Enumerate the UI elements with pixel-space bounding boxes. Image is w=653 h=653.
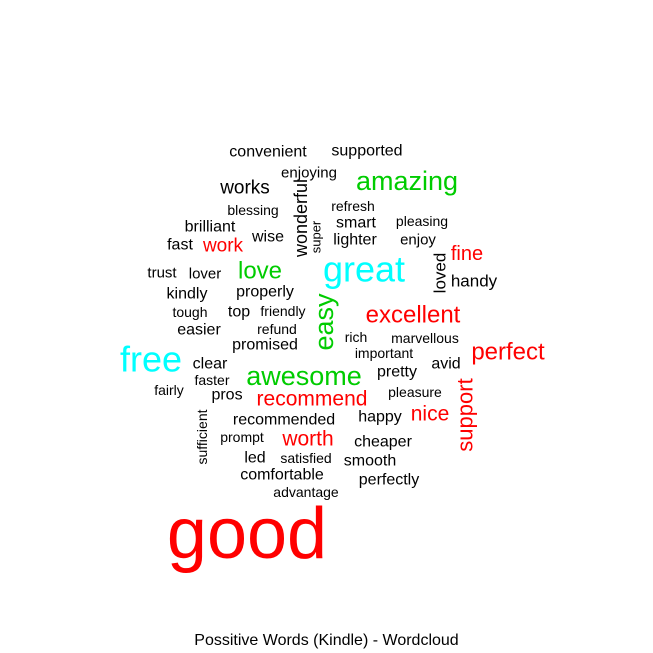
word-love: love	[238, 258, 282, 285]
word-trust: trust	[147, 265, 177, 282]
word-worth: worth	[281, 428, 333, 451]
word-refresh: refresh	[331, 198, 375, 214]
word-awesome: awesome	[246, 361, 362, 391]
word-amazing: amazing	[356, 166, 458, 196]
word-important: important	[355, 345, 413, 361]
word-sufficient: sufficient	[194, 409, 210, 464]
word-satisfied: satisfied	[280, 450, 331, 466]
word-smooth: smooth	[344, 453, 396, 470]
word-easy: easy	[309, 293, 339, 351]
word-excellent: excellent	[366, 302, 461, 329]
word-promised: promised	[232, 337, 298, 354]
word-works: works	[219, 178, 270, 199]
word-led: led	[244, 450, 265, 467]
word-properly: properly	[236, 284, 294, 301]
word-fairly: fairly	[154, 382, 184, 398]
word-enjoying: enjoying	[281, 165, 337, 182]
word-cheaper: cheaper	[354, 434, 412, 451]
word-super: super	[309, 220, 324, 253]
word-easier: easier	[177, 322, 221, 339]
word-supported: supported	[331, 143, 402, 160]
word-blessing: blessing	[227, 202, 278, 218]
word-happy: happy	[358, 409, 402, 426]
word-perfect: perfect	[471, 339, 545, 366]
word-avid: avid	[431, 356, 460, 373]
word-advantage: advantage	[273, 484, 339, 500]
word-pleasure: pleasure	[388, 384, 442, 400]
word-free: free	[120, 339, 182, 380]
word-faster: faster	[194, 372, 229, 388]
word-great: great	[323, 249, 405, 290]
word-rich: rich	[345, 329, 368, 345]
word-wonderful: wonderful	[291, 179, 311, 258]
word-loved: loved	[431, 253, 450, 294]
word-pros: pros	[211, 387, 242, 404]
word-good: good	[167, 494, 327, 574]
word-support: support	[453, 378, 478, 451]
word-smart: smart	[336, 215, 377, 232]
word-marvellous: marvellous	[391, 330, 459, 346]
word-work: work	[202, 236, 244, 257]
word-handy: handy	[451, 272, 498, 291]
word-tough: tough	[172, 304, 207, 320]
word-nice: nice	[411, 403, 450, 426]
word-fast: fast	[167, 237, 193, 254]
word-enjoy: enjoy	[400, 232, 436, 249]
word-fine: fine	[451, 243, 483, 265]
chart-title: Possitive Words (Kindle) - Wordcloud	[194, 632, 459, 649]
word-friendly: friendly	[260, 303, 305, 319]
word-recommend: recommend	[257, 388, 368, 411]
word-convenient: convenient	[229, 144, 307, 161]
word-kindly: kindly	[167, 286, 208, 303]
word-top: top	[228, 304, 250, 321]
word-clear: clear	[193, 356, 228, 373]
word-lover: lover	[189, 266, 222, 283]
word-pretty: pretty	[377, 364, 417, 381]
word-perfectly: perfectly	[359, 472, 419, 489]
word-wise: wise	[251, 229, 284, 246]
word-comfortable: comfortable	[240, 467, 324, 484]
word-lighter: lighter	[333, 232, 377, 249]
word-brilliant: brilliant	[185, 219, 236, 236]
word-recommended: recommended	[233, 412, 335, 429]
word-refund: refund	[257, 321, 297, 337]
word-prompt: prompt	[220, 429, 264, 445]
word-pleasing: pleasing	[396, 213, 448, 229]
